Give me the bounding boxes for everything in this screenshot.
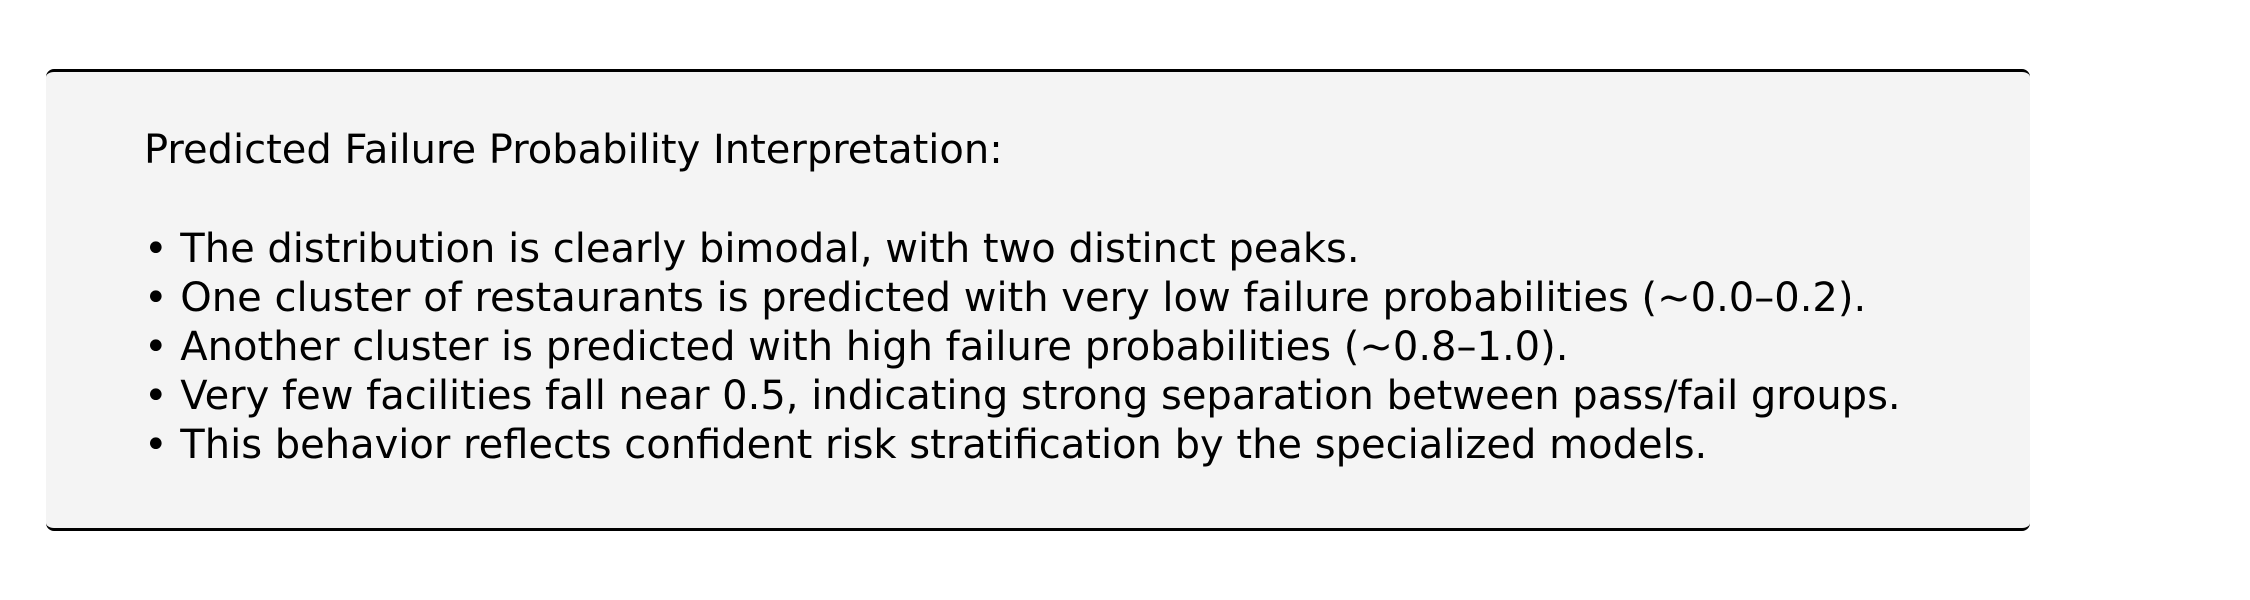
- bullet-item: • One cluster of restaurants is predicte…: [144, 275, 1867, 321]
- bullet-item: • Another cluster is predicted with high…: [144, 324, 1569, 370]
- panel-title: Predicted Failure Probability Interpreta…: [144, 127, 1003, 173]
- bullet-item: • The distribution is clearly bimodal, w…: [144, 226, 1360, 272]
- bullet-item: • Very few facilities fall near 0.5, ind…: [144, 373, 1901, 419]
- bullet-list: • The distribution is clearly bimodal, w…: [144, 225, 1901, 470]
- text-panel: [46, 69, 2030, 531]
- bullet-item: • This behavior reflects confident risk …: [144, 422, 1708, 468]
